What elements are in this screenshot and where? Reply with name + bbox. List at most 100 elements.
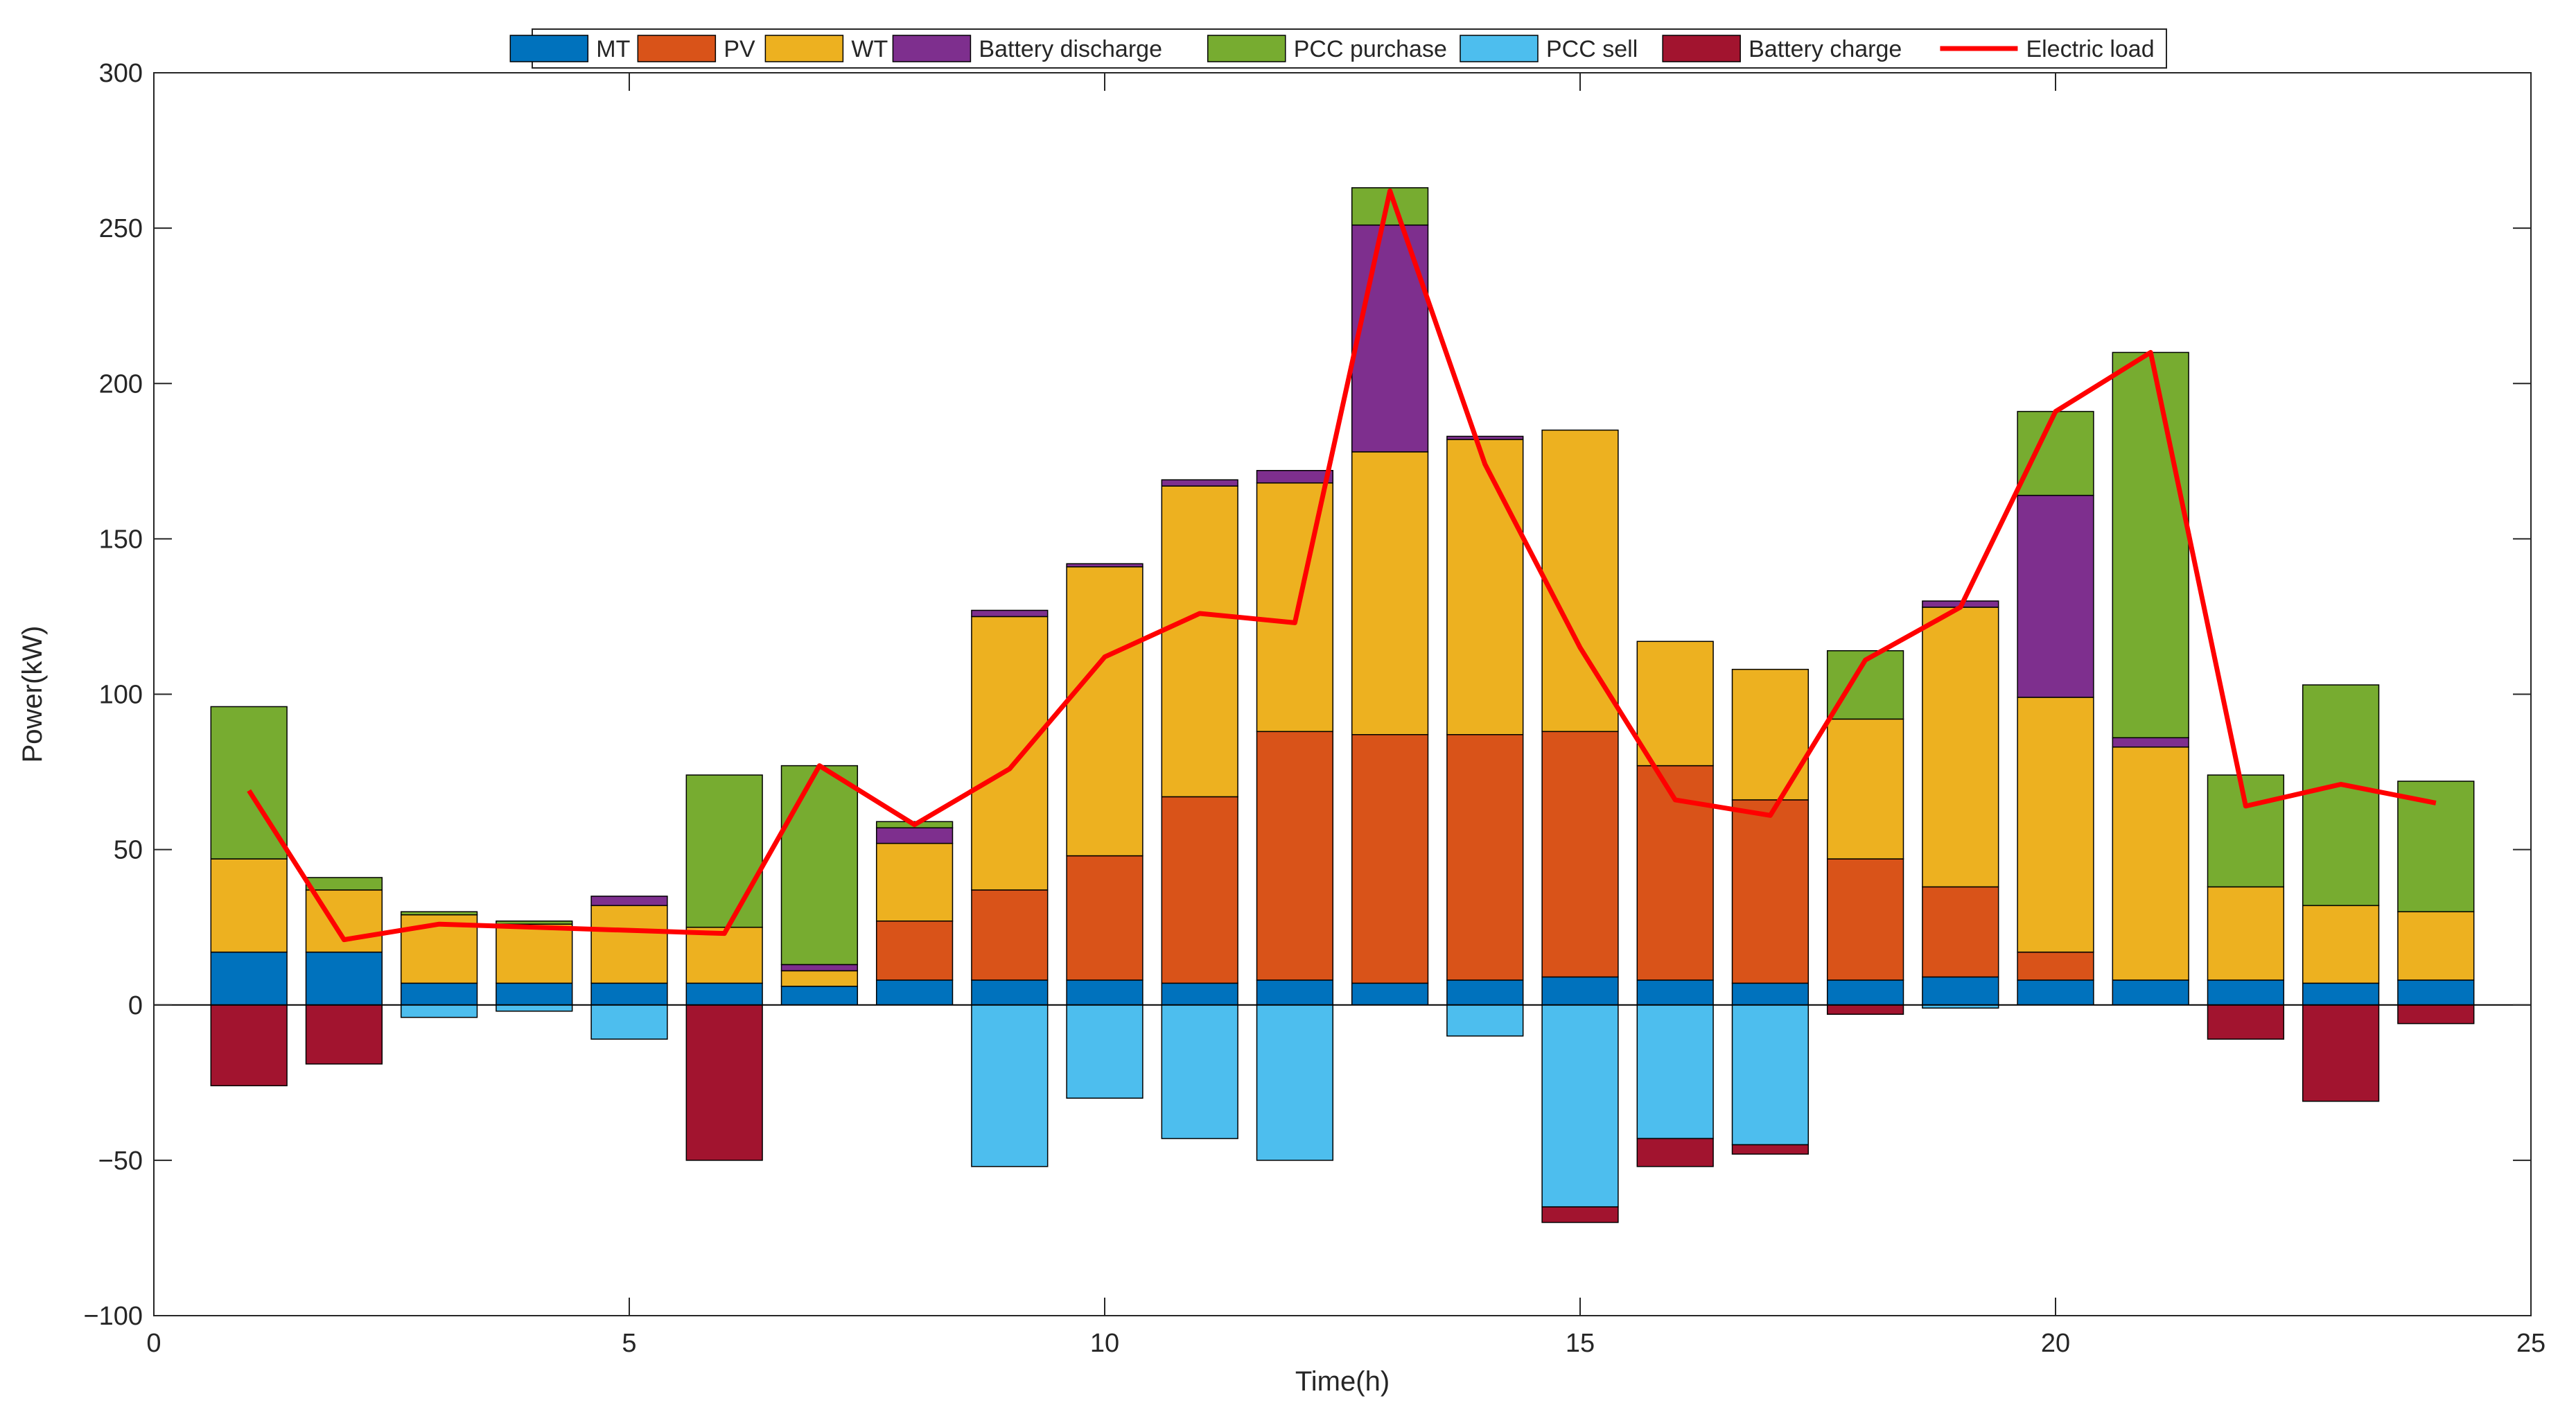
bar-pcc-purchase-3	[400, 911, 478, 916]
bar-wt-19	[1922, 607, 1999, 888]
y-tick-label: −50	[98, 1147, 143, 1176]
legend-label-pv: PV	[724, 36, 755, 62]
bar-mt-2	[305, 951, 383, 1006]
bar-battery-discharge-10	[1066, 563, 1144, 568]
x-tick-label: 0	[146, 1329, 161, 1358]
x-tick-label: 10	[1090, 1329, 1119, 1358]
bar-mt-24	[2397, 979, 2475, 1006]
bar-mt-9	[971, 979, 1049, 1006]
y-tick-label: 300	[99, 59, 143, 88]
bar-battery-discharge-8	[875, 827, 954, 844]
bar-pcc-purchase-20	[2017, 410, 2094, 496]
bar-mt-10	[1066, 979, 1144, 1006]
y-axis-label: Power(kW)	[17, 626, 48, 763]
y-tick-label: 150	[99, 525, 143, 554]
legend-label-mt: MT	[596, 36, 630, 62]
bar-pcc-purchase-4	[496, 920, 573, 925]
bar-mt-7	[780, 986, 859, 1006]
legend-label-electric-load: Electric load	[2026, 36, 2154, 62]
bar-wt-13	[1351, 451, 1429, 735]
bar-battery-discharge-11	[1161, 479, 1238, 487]
bar-battery-charge-17	[1731, 1144, 1810, 1155]
bar-mt-5	[590, 982, 668, 1006]
x-tick-label: 15	[1566, 1329, 1595, 1358]
legend-swatch-battery-discharge	[892, 35, 972, 62]
y-tick-label: −100	[83, 1302, 143, 1331]
bar-pv-15	[1541, 731, 1619, 978]
bar-mt-18	[1826, 979, 1904, 1006]
bar-pv-8	[875, 920, 954, 981]
x-tick-label: 5	[622, 1329, 636, 1358]
bar-mt-8	[875, 979, 954, 1006]
y-tick-label: 250	[99, 214, 143, 243]
y-tick-label: 200	[99, 369, 143, 399]
legend-swatch-mt	[509, 35, 589, 62]
bar-mt-16	[1636, 979, 1714, 1006]
bar-mt-3	[400, 982, 478, 1006]
bar-pv-13	[1351, 734, 1429, 984]
bar-wt-7	[780, 970, 859, 987]
bar-wt-6	[685, 926, 763, 984]
bar-pcc-sell-9	[971, 1004, 1049, 1167]
bar-mt-1	[210, 951, 288, 1006]
bar-mt-12	[1256, 979, 1334, 1006]
bar-pcc-purchase-22	[2207, 774, 2285, 888]
bar-pcc-sell-3	[400, 1004, 478, 1018]
legend-label-pcc-purchase: PCC purchase	[1294, 36, 1447, 62]
bar-wt-8	[875, 842, 954, 922]
bar-battery-discharge-14	[1446, 435, 1524, 440]
bar-pv-10	[1066, 855, 1144, 981]
bar-wt-23	[2302, 905, 2380, 984]
bar-pcc-purchase-23	[2302, 684, 2380, 907]
bar-mt-6	[685, 982, 763, 1006]
bar-battery-charge-1	[210, 1004, 288, 1087]
y-tick-label: 0	[128, 991, 143, 1020]
bar-battery-discharge-13	[1351, 224, 1429, 453]
legend-label-battery-charge: Battery charge	[1749, 36, 1902, 62]
bar-wt-1	[210, 858, 288, 953]
bar-wt-22	[2207, 886, 2285, 981]
y-tick-label: 100	[99, 681, 143, 710]
bar-pcc-sell-4	[496, 1004, 573, 1012]
bar-wt-24	[2397, 911, 2475, 981]
bar-wt-18	[1826, 718, 1904, 860]
bar-pcc-sell-5	[590, 1004, 668, 1040]
bar-battery-charge-2	[305, 1004, 383, 1065]
bar-pcc-sell-11	[1161, 1004, 1238, 1140]
bar-wt-14	[1446, 439, 1524, 735]
bar-pcc-sell-14	[1446, 1004, 1524, 1037]
bar-battery-discharge-9	[971, 609, 1049, 618]
bar-battery-discharge-5	[590, 896, 668, 907]
bar-pv-17	[1731, 799, 1810, 984]
bar-mt-20	[2017, 979, 2094, 1006]
bar-pcc-sell-12	[1256, 1004, 1334, 1161]
bar-layer	[210, 187, 2475, 1223]
electric-load-line	[247, 188, 2437, 943]
bar-wt-12	[1256, 482, 1334, 733]
bar-pv-14	[1446, 734, 1524, 981]
bar-mt-13	[1351, 982, 1429, 1006]
legend-label-wt: WT	[851, 36, 888, 62]
bar-pcc-purchase-2	[305, 877, 383, 891]
bar-mt-21	[2112, 979, 2189, 1006]
legend-label-pcc-sell: PCC sell	[1546, 36, 1638, 62]
bar-mt-4	[496, 982, 573, 1006]
bar-wt-4	[496, 923, 573, 984]
bar-wt-21	[2112, 746, 2189, 981]
bar-wt-17	[1731, 668, 1810, 801]
legend-label-battery-discharge: Battery discharge	[979, 36, 1162, 62]
bar-battery-charge-24	[2397, 1004, 2475, 1025]
bar-battery-charge-15	[1541, 1206, 1619, 1223]
bar-pcc-purchase-21	[2112, 351, 2189, 739]
bar-wt-5	[590, 905, 668, 984]
bar-pcc-sell-16	[1636, 1004, 1714, 1140]
x-axis-label: Time(h)	[1295, 1366, 1390, 1397]
legend-swatch-pcc-purchase	[1207, 35, 1286, 62]
bar-battery-discharge-21	[2112, 737, 2189, 748]
bar-pcc-sell-15	[1541, 1004, 1619, 1208]
x-tick-label: 20	[2041, 1329, 2070, 1358]
bar-wt-10	[1066, 566, 1144, 857]
bar-mt-11	[1161, 982, 1238, 1006]
bar-wt-16	[1636, 640, 1714, 767]
bar-mt-22	[2207, 979, 2285, 1006]
